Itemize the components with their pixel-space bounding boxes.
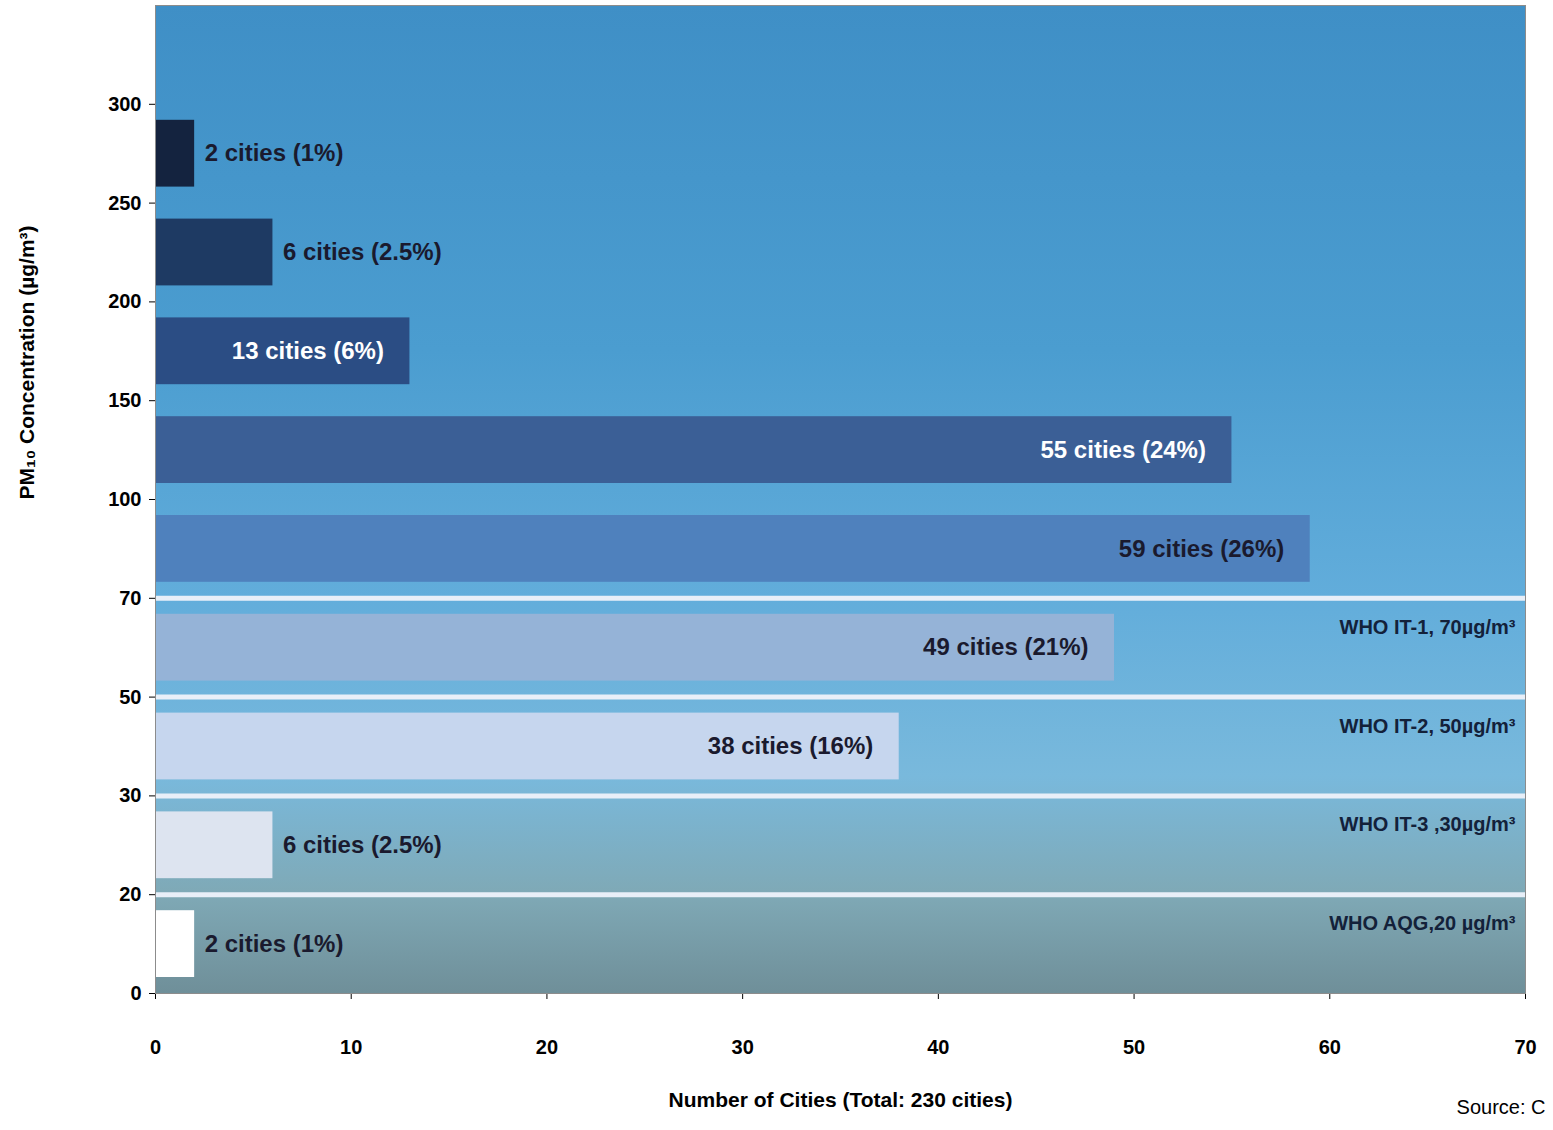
svg-text:150: 150 [108, 389, 141, 411]
svg-text:55 cities (24%): 55 cities (24%) [1041, 436, 1206, 463]
svg-text:300: 300 [108, 93, 141, 115]
svg-text:13 cities (6%): 13 cities (6%) [232, 337, 384, 364]
svg-text:70: 70 [119, 587, 141, 609]
svg-text:10: 10 [340, 1036, 362, 1058]
svg-text:6 cities (2.5%): 6 cities (2.5%) [283, 831, 442, 858]
svg-text:70: 70 [1514, 1036, 1536, 1058]
svg-text:49 cities (21%): 49 cities (21%) [923, 633, 1088, 660]
svg-text:200: 200 [108, 290, 141, 312]
svg-text:Number of Cities (Total: 230 c: Number of Cities (Total: 230 cities) [669, 1088, 1013, 1111]
svg-text:250: 250 [108, 192, 141, 214]
svg-text:100: 100 [108, 488, 141, 510]
svg-text:WHO IT-1, 70µg/m³: WHO IT-1, 70µg/m³ [1340, 616, 1516, 638]
svg-text:WHO AQG,20 µg/m³: WHO AQG,20 µg/m³ [1329, 912, 1516, 934]
svg-text:59 cities (26%): 59 cities (26%) [1119, 535, 1284, 562]
svg-text:Source: C: Source: C [1457, 1096, 1546, 1118]
svg-text:2 cities (1%): 2 cities (1%) [205, 930, 344, 957]
svg-text:38 cities (16%): 38 cities (16%) [708, 732, 873, 759]
svg-text:20: 20 [119, 883, 141, 905]
svg-text:50: 50 [119, 686, 141, 708]
svg-text:20: 20 [536, 1036, 558, 1058]
svg-text:60: 60 [1319, 1036, 1341, 1058]
svg-text:0: 0 [130, 982, 141, 1004]
svg-text:30: 30 [119, 784, 141, 806]
svg-text:2 cities (1%): 2 cities (1%) [205, 139, 344, 166]
svg-text:30: 30 [732, 1036, 754, 1058]
svg-text:0: 0 [150, 1036, 161, 1058]
svg-text:WHO IT-3 ,30µg/m³: WHO IT-3 ,30µg/m³ [1340, 813, 1516, 835]
svg-text:WHO IT-2, 50µg/m³: WHO IT-2, 50µg/m³ [1340, 715, 1516, 737]
svg-text:PM₁₀ Concentration (µg/m³): PM₁₀ Concentration (µg/m³) [15, 225, 38, 499]
svg-text:6 cities (2.5%): 6 cities (2.5%) [283, 238, 442, 265]
svg-text:40: 40 [927, 1036, 949, 1058]
svg-text:50: 50 [1123, 1036, 1145, 1058]
